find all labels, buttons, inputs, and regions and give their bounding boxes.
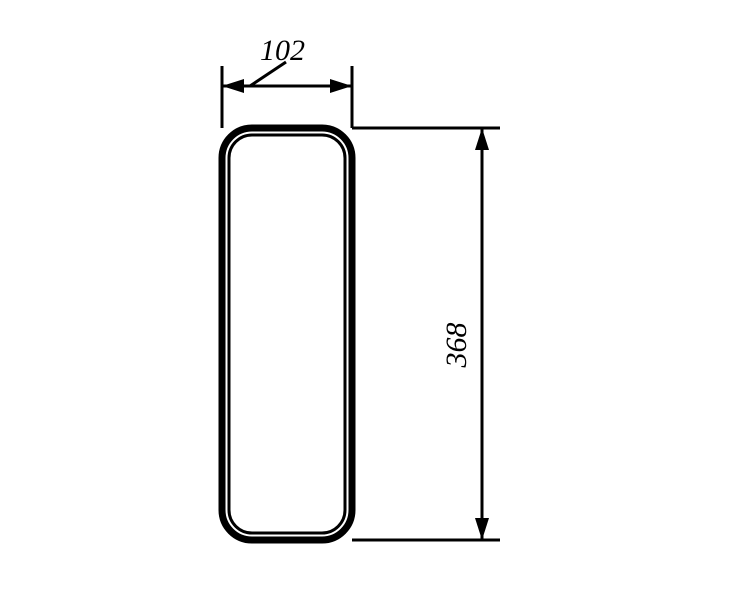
profile-outer <box>222 128 352 540</box>
dim-height-label: 368 <box>440 323 473 369</box>
canvas-background <box>0 0 750 600</box>
dim-width-label: 102 <box>260 34 305 67</box>
